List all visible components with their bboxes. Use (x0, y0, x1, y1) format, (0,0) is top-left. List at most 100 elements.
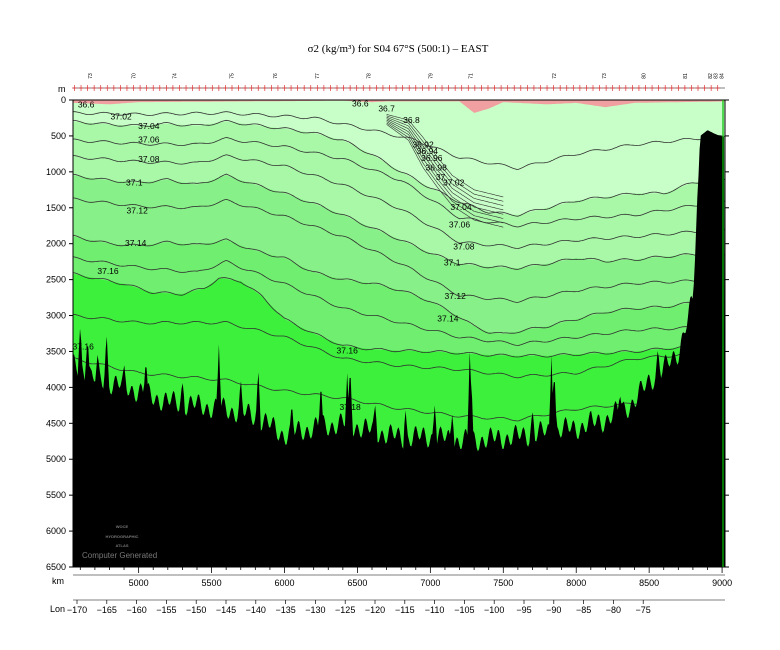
woce-watermark: WOCE HYDROGRAPHIC ATLAS Computer Generat… (82, 524, 157, 560)
distance-tick-label: 6500 (347, 578, 367, 588)
contour-label: 37.02 (110, 112, 132, 122)
station-label: 72 (552, 73, 558, 79)
watermark-woce: WOCE (116, 524, 129, 529)
contour-label: 36.6 (352, 99, 369, 109)
contour-label: 37.16 (73, 341, 95, 351)
station-label: 76 (273, 73, 279, 79)
longitude-tick-label: −115 (395, 605, 415, 615)
depth-tick-label: 6500 (46, 562, 66, 572)
contour-line (386, 115, 504, 202)
depth-tick-label: 3500 (46, 346, 66, 356)
contour-label: 37.06 (138, 135, 160, 145)
longitude-tick-label: −100 (484, 605, 504, 615)
longitude-tick-label: −120 (365, 605, 385, 615)
contour-label: 37 (436, 172, 446, 182)
station-label: 70 (132, 73, 138, 79)
distance-tick-label: 7000 (420, 578, 440, 588)
longitude-tick-label: −90 (546, 605, 561, 615)
longitude-tick-label: −165 (97, 605, 117, 615)
contour-line (386, 114, 504, 198)
contour-label: 36.92 (412, 140, 434, 150)
contour-label: 36.96 (421, 153, 443, 163)
plot-frame (72, 99, 726, 568)
band-surface (73, 100, 725, 113)
contour-label: 37.02 (443, 178, 465, 188)
distance-unit-label: km (52, 576, 64, 586)
contour-label: 36.98 (426, 163, 448, 173)
watermark-hydrographic: HYDROGRAPHIC (106, 534, 139, 539)
contour-line (386, 121, 504, 219)
station-label: 83 (714, 73, 720, 79)
depth-tick-label: 6000 (46, 526, 66, 536)
station-label: 73 (88, 73, 94, 79)
contour-label: 37.16 (97, 266, 119, 276)
station-label: 81 (683, 73, 689, 79)
computer-generated-label: Computer Generated (82, 551, 157, 560)
band-37-04 (73, 100, 725, 215)
station-label: 80 (642, 73, 648, 79)
distance-tick-label: 5000 (129, 578, 149, 588)
contour-label: 37.12 (445, 291, 467, 301)
longitude-tick-label: −75 (636, 605, 651, 615)
longitude-tick-label: −80 (606, 605, 621, 615)
longitude-tick-label: −145 (216, 605, 236, 615)
depth-tick-label: 5500 (46, 490, 66, 500)
contour-label: 37.14 (437, 313, 459, 323)
contour-line (386, 119, 504, 215)
chart-title: σ2 (kg/m³) for S04 67°S (500:1) – EAST (308, 43, 489, 55)
contour-label: 37.08 (138, 154, 160, 164)
station-label: 84 (720, 73, 726, 79)
longitude-tick-label: −110 (425, 605, 445, 615)
contour-line (73, 256, 725, 346)
longitude-tick-label: −95 (516, 605, 531, 615)
distance-tick-label: 5500 (202, 578, 222, 588)
contour-line (73, 119, 725, 217)
depth-tick-label: 4000 (46, 382, 66, 392)
distance-axis: km 5000 5500 6000 6500 7000 7500 8000 8500 9000 (52, 567, 732, 588)
contour-line (386, 116, 504, 206)
station-label: 78 (367, 73, 373, 79)
station-label: 82 (708, 73, 714, 79)
depth-tick-label: 2500 (46, 275, 66, 285)
longitude-tick-label: −140 (246, 605, 266, 615)
longitude-axis: Lon −170 −165 −160 −155 −150 −145 −140 −135 −130… (50, 599, 725, 615)
contour-line (386, 122, 504, 224)
distance-tick-label: 8000 (566, 578, 586, 588)
longitude-tick-label: −155 (156, 605, 176, 615)
depth-tick-label: 3000 (46, 311, 66, 321)
contour-label: 37.1 (444, 257, 461, 267)
contour-line (73, 313, 725, 379)
contour-label: 37.16 (337, 346, 359, 356)
distance-tick-label: 9000 (712, 578, 732, 588)
contour-label: 37.14 (125, 238, 147, 248)
longitude-label: Lon (50, 604, 65, 614)
contour-line (73, 137, 725, 228)
contour-line (386, 118, 504, 211)
contour-label: 37.12 (127, 206, 149, 216)
depth-axis: m 0 500 1000 1500 2000 2500 3000 3500 4000 4500 50… (46, 84, 729, 572)
distance-tick-label: 6000 (274, 578, 294, 588)
longitude-tick-label: −105 (454, 605, 474, 615)
contour-label: 36.7 (378, 104, 395, 114)
depth-tick-label: 500 (51, 131, 66, 141)
contour-label: 36.6 (78, 99, 95, 109)
contour-lines (73, 111, 725, 422)
contour-label: 37.04 (138, 121, 160, 131)
station-label: 79 (429, 73, 435, 79)
contour-label: 36.8 (403, 115, 420, 125)
seafloor-shape (73, 130, 725, 567)
contour-labels: 36.6 36.6 36.736.836.9236.9436.9636.983737… (73, 99, 475, 412)
station-label: 73 (602, 73, 608, 79)
longitude-tick-label: −85 (576, 605, 591, 615)
station-label: 77 (315, 73, 321, 79)
contour-line (73, 111, 725, 170)
longitude-tick-label: −135 (275, 605, 295, 615)
contour-label: 37.08 (453, 242, 475, 252)
contour-line (73, 272, 725, 358)
watermark-atlas: ATLAS (115, 543, 128, 548)
contour-label: 36.94 (417, 146, 439, 156)
distance-tick-label: 8500 (639, 578, 659, 588)
longitude-tick-label: −150 (186, 605, 206, 615)
contour-line (73, 154, 725, 249)
